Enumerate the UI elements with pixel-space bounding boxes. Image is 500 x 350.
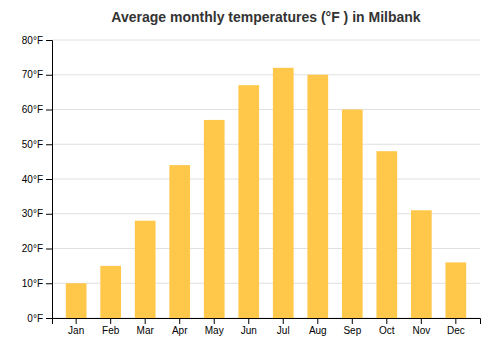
bar xyxy=(445,262,466,318)
y-tick-label: 60°F xyxy=(22,104,43,115)
x-tick-label: Aug xyxy=(309,325,327,336)
y-tick-label: 30°F xyxy=(22,208,43,219)
x-tick-label: Feb xyxy=(102,325,120,336)
y-tick: 60°F xyxy=(22,104,52,115)
bar xyxy=(135,221,156,318)
x-tick-label: Jul xyxy=(277,325,290,336)
bar xyxy=(169,165,190,318)
bar xyxy=(307,75,328,318)
y-tick-mark xyxy=(46,110,52,111)
x-tick: Dec xyxy=(447,318,465,336)
x-tick: Oct xyxy=(379,318,395,336)
x-tick-mark xyxy=(179,318,180,324)
bar xyxy=(100,266,121,318)
x-tick: Jan xyxy=(68,318,84,336)
x-tick-mark xyxy=(145,318,146,324)
bar xyxy=(66,283,87,318)
grid-line xyxy=(52,40,480,41)
x-tick: Mar xyxy=(137,318,155,336)
title: Average monthly temperatures (°F ) in Mi… xyxy=(111,9,420,25)
bar xyxy=(411,210,432,318)
y-tick-label: 70°F xyxy=(22,69,43,80)
y-tick-label: 20°F xyxy=(22,243,43,254)
bar xyxy=(376,151,397,318)
bar xyxy=(204,120,225,318)
grid-line xyxy=(52,109,480,110)
y-tick-mark xyxy=(46,179,52,180)
grid-line xyxy=(52,144,480,145)
bars xyxy=(66,68,466,318)
bar xyxy=(342,110,363,319)
y-axis: 0°F 10°F 20°F 30°F 40°F 50°F 60°F 70°F 80°F xyxy=(22,35,53,324)
x-tick-mark xyxy=(248,318,249,324)
x-tick-label: Nov xyxy=(412,325,430,336)
x-tick-mark xyxy=(110,318,111,324)
x-tick: Jul xyxy=(277,318,290,336)
chart-container: 0°F 10°F 20°F 30°F 40°F 50°F 60°F 70°F 80°F Jan Fe… xyxy=(0,0,500,350)
x-tick: Apr xyxy=(172,318,188,336)
y-tick-mark xyxy=(46,40,52,41)
y-tick: 10°F xyxy=(22,278,52,289)
y-tick: 50°F xyxy=(22,139,52,150)
y-tick: 70°F xyxy=(22,69,52,80)
x-tick-label: May xyxy=(205,325,224,336)
x-axis-line xyxy=(53,319,481,325)
x-tick-mark xyxy=(455,318,456,324)
y-tick: 80°F xyxy=(22,35,52,46)
y-tick: 30°F xyxy=(22,208,52,219)
x-tick-label: Mar xyxy=(137,325,155,336)
x-tick-label: Jun xyxy=(241,325,257,336)
x-axis: Jan Feb Mar Apr May Jun Jul Aug Sep Oct Nov Dec xyxy=(53,318,481,336)
chart-svg: 0°F 10°F 20°F 30°F 40°F 50°F 60°F 70°F 80°F Jan Fe… xyxy=(0,0,500,350)
x-tick-mark xyxy=(317,318,318,324)
x-tick: Feb xyxy=(102,318,120,336)
y-tick: 20°F xyxy=(22,243,52,254)
x-tick-mark xyxy=(283,318,284,324)
grid-line xyxy=(52,179,480,180)
x-tick-mark xyxy=(352,318,353,324)
grid xyxy=(52,40,480,318)
x-tick-mark xyxy=(421,318,422,324)
x-tick-label: Dec xyxy=(447,325,465,336)
x-tick: Sep xyxy=(343,318,361,336)
y-tick-mark xyxy=(46,75,52,76)
x-tick-mark xyxy=(76,318,77,324)
x-tick: Jun xyxy=(241,318,257,336)
y-tick-mark xyxy=(46,283,52,284)
x-tick-label: Jan xyxy=(68,325,84,336)
x-tick: May xyxy=(205,318,224,336)
x-tick: Nov xyxy=(412,318,430,336)
y-tick-label: 50°F xyxy=(22,139,43,150)
y-tick-mark xyxy=(46,249,52,250)
y-tick-label: 40°F xyxy=(22,174,43,185)
x-tick-label: Apr xyxy=(172,325,188,336)
y-tick-label: 0°F xyxy=(27,313,43,324)
x-tick-mark xyxy=(386,318,387,324)
y-tick-label: 80°F xyxy=(22,35,43,46)
x-tick-label: Oct xyxy=(379,325,395,336)
x-tick-mark xyxy=(214,318,215,324)
bar xyxy=(238,85,259,318)
y-tick: 40°F xyxy=(22,174,52,185)
y-tick-mark xyxy=(46,144,52,145)
grid-line xyxy=(52,74,480,75)
y-tick: 0°F xyxy=(27,313,52,324)
x-tick: Aug xyxy=(309,318,327,336)
y-tick-label: 10°F xyxy=(22,278,43,289)
y-tick-mark xyxy=(46,214,52,215)
plot-area: 0°F 10°F 20°F 30°F 40°F 50°F 60°F 70°F 80°F Jan Fe… xyxy=(22,35,481,336)
x-tick-label: Sep xyxy=(343,325,361,336)
y-axis-line xyxy=(46,41,53,319)
y-tick-mark xyxy=(46,318,52,319)
bar xyxy=(273,68,294,318)
